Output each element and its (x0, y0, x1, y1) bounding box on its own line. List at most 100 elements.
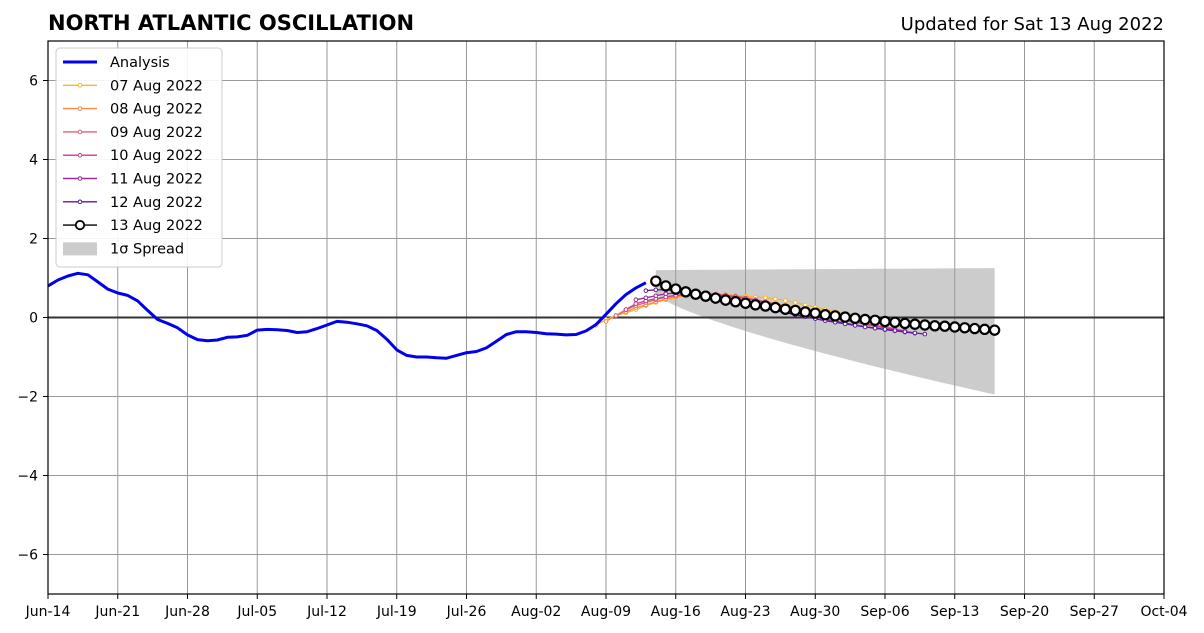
latest-forecast-point (879, 315, 891, 328)
legend-swatch-marker (77, 199, 83, 205)
forecast-point (773, 296, 778, 302)
legend-label: 13 Aug 2022 (110, 218, 203, 234)
y-tick-label: −6 (17, 548, 38, 564)
x-tick-label: Jul-05 (236, 604, 277, 620)
latest-forecast-point (699, 290, 712, 302)
legend-label: 08 Aug 2022 (110, 102, 203, 118)
latest-forecast-point (829, 310, 841, 322)
latest-forecast-point (739, 297, 752, 309)
latest-forecast-point (779, 303, 792, 315)
x-tick-label: Jun-21 (94, 604, 140, 620)
forecast-point (633, 301, 639, 306)
legend-swatch-marker (77, 83, 83, 88)
latest-forecast-point (899, 317, 911, 330)
latest-forecast-point (670, 283, 682, 295)
latest-forecast-point (709, 292, 722, 304)
latest-forecast-point (769, 301, 782, 314)
x-tick-label: Jun-14 (25, 604, 71, 620)
forecast-point (793, 300, 798, 305)
latest-forecast-point (660, 280, 672, 292)
y-tick-label: −4 (17, 469, 38, 485)
y-tick-label: 6 (29, 74, 38, 90)
x-tick-label: Jul-12 (306, 604, 347, 620)
x-tick-label: Jul-26 (446, 604, 487, 620)
latest-forecast-point (799, 306, 811, 318)
x-tick-label: Aug-30 (790, 604, 840, 620)
legend-swatch-marker (74, 220, 86, 231)
forecast-point (623, 307, 629, 312)
latest-forecast-point (978, 323, 991, 336)
series-layer (47, 271, 1001, 360)
x-tick-label: Aug-02 (511, 604, 561, 620)
x-tick-label: Sep-20 (1000, 604, 1049, 620)
latest-forecast-point (949, 321, 961, 333)
forecast-point (603, 319, 609, 324)
forecast-point (633, 297, 639, 303)
y-tick-label: 2 (29, 232, 38, 248)
x-tick-label: Aug-23 (720, 604, 770, 620)
forecast-point (653, 287, 659, 293)
legend-swatch-marker (77, 129, 83, 135)
latest-forecast-point (988, 324, 1001, 336)
y-tick-label: −2 (17, 390, 38, 406)
legend-label: 07 Aug 2022 (110, 78, 203, 94)
chart-title: NORTH ATLANTIC OSCILLATION (48, 11, 414, 35)
x-tick-label: Jun-28 (164, 604, 210, 620)
latest-forecast-point (680, 286, 692, 298)
forecast-point (643, 295, 649, 301)
forecast-point (643, 288, 649, 293)
y-tick-label: 0 (29, 311, 38, 327)
latest-forecast-point (719, 294, 732, 306)
forecast-point (872, 325, 878, 331)
y-tick-label: 4 (29, 153, 38, 169)
forecast-point (912, 330, 918, 336)
latest-forecast-point (909, 318, 921, 330)
latest-forecast-point (839, 311, 851, 323)
legend-swatch-spread (63, 242, 97, 256)
chart-subtitle: Updated for Sat 13 Aug 2022 (901, 14, 1164, 35)
x-tick-label: Jul-19 (376, 604, 417, 620)
legend-label: 10 Aug 2022 (110, 148, 203, 164)
x-tick-label: Oct-04 (1140, 604, 1187, 620)
forecast-point (852, 323, 858, 328)
legend-swatch-marker (77, 152, 83, 158)
legend-box (55, 47, 223, 268)
latest-forecast-point (869, 314, 881, 326)
latest-forecast-point (809, 307, 821, 319)
latest-forecast-point (759, 300, 772, 312)
legend-label: 11 Aug 2022 (110, 172, 203, 188)
latest-forecast-point (650, 275, 662, 287)
latest-forecast-point (849, 312, 861, 324)
latest-forecast-point (749, 299, 762, 311)
legend-label: Analysis (110, 55, 170, 71)
legend-swatch-marker (77, 176, 83, 181)
forecast-point (653, 293, 659, 299)
x-tick-label: Aug-16 (651, 604, 701, 620)
forecast-point (892, 328, 898, 333)
latest-forecast-point (919, 319, 931, 331)
latest-forecast-point (689, 288, 702, 300)
legend-label: 1σ Spread (110, 241, 184, 257)
x-tick-label: Sep-27 (1070, 604, 1119, 620)
x-tick-label: Sep-13 (930, 604, 979, 620)
legend-label: 09 Aug 2022 (110, 125, 203, 141)
x-tick-label: Sep-06 (860, 604, 909, 620)
latest-forecast-point (939, 320, 951, 332)
x-tick-label: Aug-09 (581, 604, 631, 620)
forecast-point (882, 327, 888, 332)
forecast-point (902, 329, 908, 335)
axes: Jun-14 Jun-21 Jun-28 Jul-05 Jul-12 Jul-19 Jul-… (17, 40, 1188, 620)
forecast-point (922, 331, 928, 337)
legend: Analysis 07 Aug 2022 08 Aug 2022 09 Aug 202… (55, 47, 223, 268)
forecast-point (613, 313, 619, 318)
latest-forecast-point (968, 322, 981, 335)
analysis-line (47, 271, 647, 360)
forecast-point (802, 302, 808, 308)
forecast-point (862, 324, 868, 330)
forecast-point (663, 291, 669, 297)
latest-forecast-point (959, 322, 971, 334)
legend-label: 12 Aug 2022 (110, 195, 203, 211)
forecast-point (763, 295, 768, 301)
latest-forecast-point (789, 304, 802, 317)
